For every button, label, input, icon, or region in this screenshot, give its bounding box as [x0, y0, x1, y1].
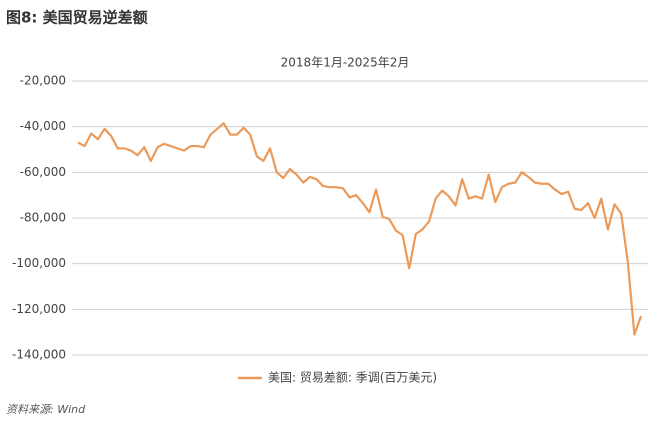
y-tick-label: -40,000 — [20, 119, 66, 133]
chart-title: 图8: 美国贸易逆差额 — [6, 9, 148, 27]
y-tick-label: -140,000 — [12, 348, 66, 362]
legend-label: 美国: 贸易差额: 季调(百万美元) — [268, 371, 437, 385]
y-tick-label: -60,000 — [20, 165, 66, 179]
source-note: 资料来源: Wind — [6, 403, 86, 416]
chart-subtitle: 2018年1月-2025年2月 — [281, 56, 410, 70]
y-tick-label: -100,000 — [12, 256, 66, 270]
y-tick-label: -20,000 — [20, 74, 66, 88]
y-tick-label: -80,000 — [20, 211, 66, 225]
data-line — [77, 122, 643, 336]
y-tick-label: -120,000 — [12, 302, 66, 316]
